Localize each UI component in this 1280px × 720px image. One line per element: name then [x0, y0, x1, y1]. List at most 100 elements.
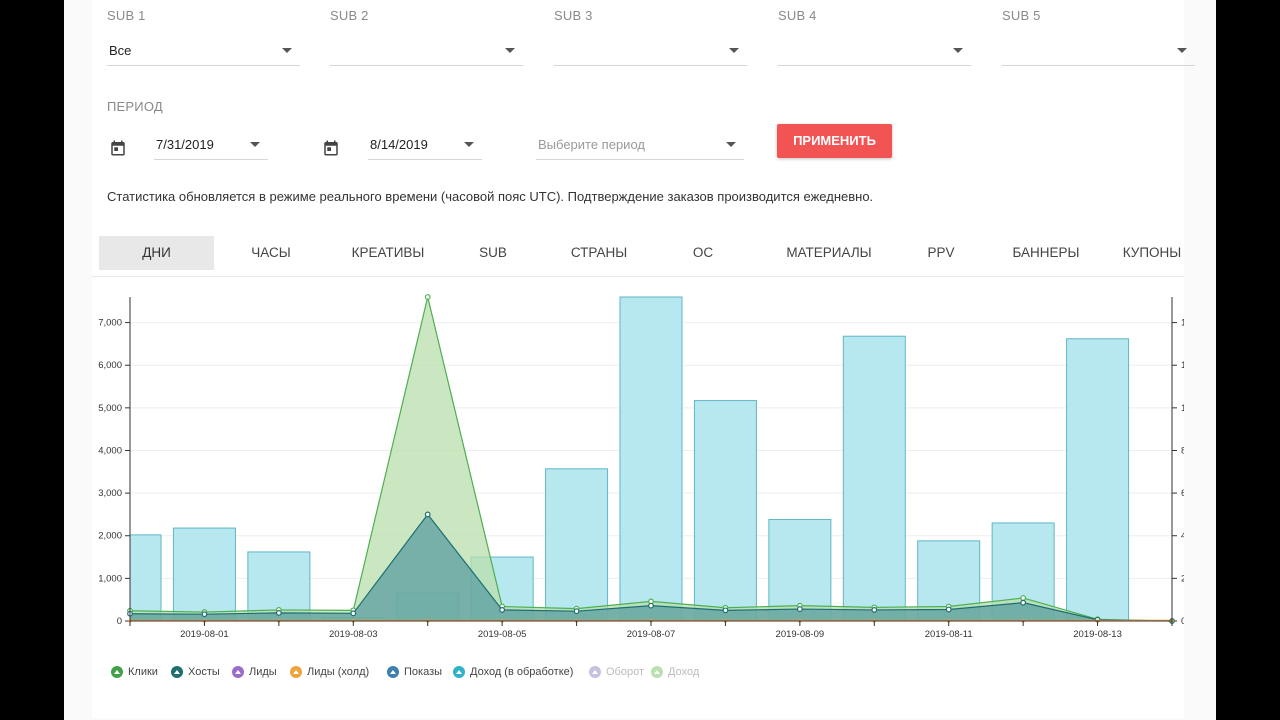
date-from-value: 7/31/2019 — [156, 137, 214, 152]
y2-tick-label: 2 — [1181, 573, 1184, 584]
y-tick-label: 6,000 — [98, 360, 122, 371]
period-select[interactable]: Выберите период — [536, 129, 744, 160]
legend-item[interactable]: Лиды — [232, 666, 277, 678]
sub-select[interactable] — [1002, 35, 1195, 66]
hosts-area — [130, 514, 1172, 621]
legend-item[interactable]: Хосты — [171, 666, 220, 678]
legend-label: Оборот — [606, 666, 645, 678]
hosts-point — [499, 607, 506, 613]
sub-select[interactable]: Все — [107, 35, 300, 66]
x-tick-label: 2019-08-05 — [478, 629, 527, 640]
legend-label: Хосты — [188, 666, 220, 678]
bar-shows — [693, 400, 757, 622]
clicks-point — [424, 294, 431, 300]
date-to-value: 8/14/2019 — [370, 137, 428, 152]
y-tick-label: 0 — [117, 616, 122, 627]
y-tick-label: 5,000 — [98, 403, 122, 414]
chevron-down-icon — [464, 142, 474, 147]
hosts-point — [201, 611, 208, 618]
legend-label: Доход — [668, 666, 700, 678]
y-tick-label: 4,000 — [98, 445, 122, 456]
hosts-point — [275, 610, 282, 616]
hosts-point — [350, 610, 357, 617]
legend-area-icon — [651, 666, 663, 678]
sub-label: SUB 1 — [107, 8, 146, 23]
clicks-area — [130, 297, 1172, 621]
sub-select[interactable] — [330, 35, 523, 66]
sub-select[interactable] — [554, 35, 747, 66]
x-tick-label: 2019-08-11 — [925, 629, 973, 640]
legend-item[interactable]: Показы — [387, 666, 442, 678]
hosts-point — [796, 606, 803, 612]
hosts-point — [648, 602, 654, 609]
sub-select-value: Все — [109, 43, 132, 58]
legend-item[interactable]: Клики — [111, 666, 158, 678]
tab-item[interactable]: ОС — [692, 245, 714, 260]
y-tick-label: 1,000 — [98, 573, 122, 584]
sub-label: SUB 3 — [554, 8, 593, 23]
legend-label: Лиды (холд) — [307, 666, 370, 678]
legend-area-icon — [387, 666, 399, 678]
legend-item[interactable]: Оборот — [589, 666, 644, 678]
tab-item[interactable]: БАННЕРЫ — [1012, 245, 1080, 260]
calendar-icon[interactable] — [109, 139, 127, 157]
legend-label: Доход (в обработке) — [470, 666, 574, 678]
y2-tick-label: 12 — [1181, 360, 1184, 371]
chevron-down-icon — [282, 48, 292, 53]
tab-item[interactable]: СТРАНЫ — [570, 245, 628, 260]
apply-button[interactable]: ПРИМЕНИТЬ — [777, 124, 892, 158]
tab-item[interactable]: PPV — [927, 245, 955, 260]
legend-item[interactable]: Доход — [651, 666, 699, 678]
legend-area-icon — [232, 666, 244, 678]
legend-item[interactable]: Доход (в обработке) — [453, 666, 573, 678]
y2-tick-label: 14 — [1181, 318, 1184, 329]
period-label: ПЕРИОД — [107, 99, 163, 114]
calendar-icon[interactable] — [322, 139, 340, 157]
sub-label: SUB 5 — [1002, 8, 1041, 23]
chevron-down-icon — [250, 142, 260, 147]
sub-label: SUB 2 — [330, 8, 369, 23]
tab-item[interactable]: МАТЕРИАЛЫ — [786, 245, 872, 260]
y2-tick-label: 10 — [1181, 403, 1184, 414]
bar-shows — [1066, 338, 1130, 622]
tab-item[interactable]: ДНИ — [99, 236, 214, 270]
legend-label: Лиды — [249, 666, 277, 678]
stats-tabs: ДНИ ЧАСЫ КРЕАТИВЫ SUB СТРАНЫ ОС МАТЕРИАЛЫ PPV БА… — [92, 236, 1184, 277]
page: SUB 1 Все SUB 2 SUB 3 SUB 4 SUB 5 ПЕРИОД 7/31… — [64, 0, 1216, 720]
date-to-field[interactable]: 8/14/2019 — [368, 129, 482, 160]
period-select-placeholder: Выберите период — [538, 137, 645, 152]
legend-area-icon — [171, 666, 183, 678]
hosts-point — [722, 607, 729, 614]
chevron-down-icon — [1177, 48, 1187, 53]
bar-shows — [842, 335, 906, 622]
hosts-point — [871, 607, 878, 613]
x-tick-label: 2019-08-01 — [180, 629, 229, 640]
tab-item[interactable]: КУПОНЫ — [1122, 245, 1182, 260]
sub-label: SUB 4 — [778, 8, 817, 23]
bar-shows — [619, 296, 683, 622]
y-tick-label: 7,000 — [98, 318, 122, 329]
legend-area-icon — [111, 666, 123, 678]
hosts-point — [573, 608, 580, 615]
hosts-point — [424, 511, 431, 518]
y-tick-label: 3,000 — [98, 488, 122, 499]
x-tick-label: 2019-08-09 — [776, 629, 825, 640]
legend-area-icon — [290, 666, 302, 678]
legend-area-icon — [453, 666, 465, 678]
tab-item[interactable]: SUB — [479, 245, 507, 260]
tab-item[interactable]: ЧАСЫ — [251, 245, 291, 260]
clicks-point — [1020, 595, 1027, 601]
hosts-point — [1020, 599, 1027, 606]
bar-shows — [545, 468, 609, 622]
sub-select[interactable] — [778, 35, 971, 66]
chevron-down-icon — [726, 142, 736, 147]
y2-tick-label: 0 — [1181, 616, 1184, 627]
hosts-point — [945, 606, 952, 613]
date-from-field[interactable]: 7/31/2019 — [154, 129, 268, 160]
tab-item[interactable]: КРЕАТИВЫ — [351, 245, 425, 260]
legend-area-icon — [589, 666, 601, 678]
x-tick-label: 2019-08-13 — [1073, 629, 1122, 640]
stats-chart: 0 1,000 2,000 3,000 4,000 5,000 6,000 7,000 0 2 4 6… — [98, 294, 1184, 640]
legend-item[interactable]: Лиды (холд) — [290, 666, 369, 678]
chevron-down-icon — [505, 48, 515, 53]
